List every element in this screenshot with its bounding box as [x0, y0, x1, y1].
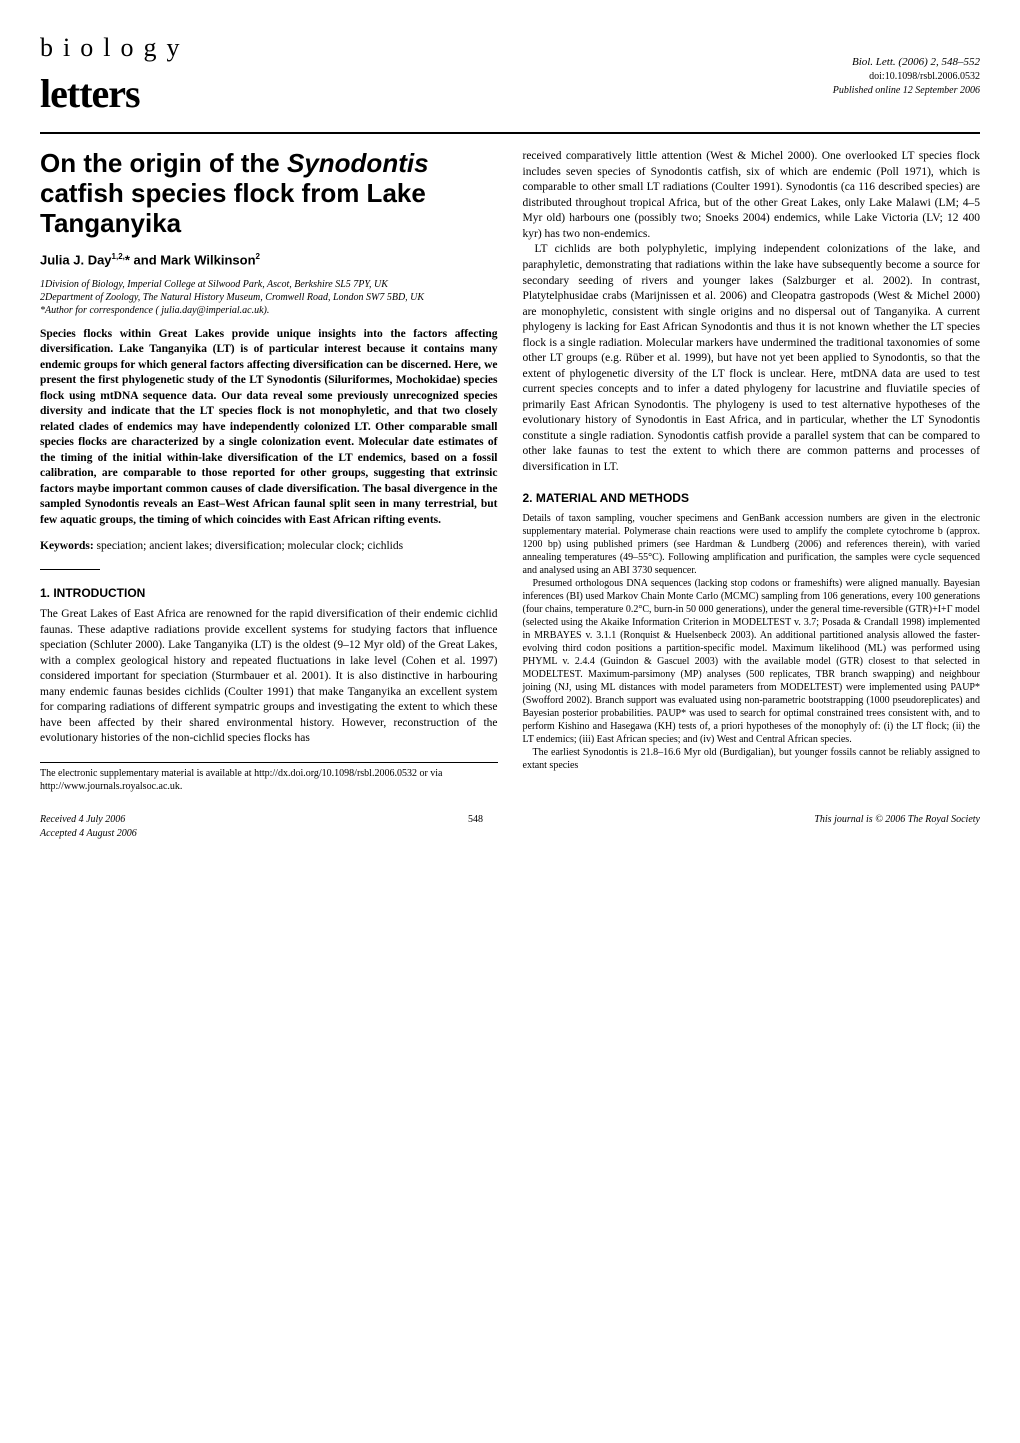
col2-paragraph-2: LT cichlids are both polyphyletic, imply…: [523, 242, 981, 475]
divider: [40, 569, 100, 570]
keywords: Keywords: speciation; ancient lakes; div…: [40, 538, 498, 554]
pub-date: Published online 12 September 2006: [833, 84, 980, 98]
methods-paragraph-3: The earliest Synodontis is 21.8–16.6 Myr…: [523, 746, 981, 772]
article-title: On the origin of the Synodontis catfish …: [40, 149, 498, 239]
keywords-label: Keywords:: [40, 540, 94, 552]
abstract: Species flocks within Great Lakes provid…: [40, 327, 498, 529]
page-header: biology letters Biol. Lett. (2006) 2, 54…: [40, 30, 980, 134]
authors: Julia J. Day1,2,* and Mark Wilkinson2: [40, 251, 498, 270]
journal-name-top: biology: [40, 30, 189, 66]
supplementary-note: The electronic supplementary material is…: [40, 762, 498, 793]
affiliations: 1Division of Biology, Imperial College a…: [40, 278, 498, 317]
accepted-date: Accepted 4 August 2006: [40, 827, 137, 841]
affiliation-1: 1Division of Biology, Imperial College a…: [40, 278, 498, 291]
right-column: received comparatively little attention …: [523, 149, 981, 792]
keywords-text: speciation; ancient lakes; diversificati…: [97, 540, 404, 552]
intro-heading: 1. INTRODUCTION: [40, 585, 498, 602]
left-column: On the origin of the Synodontis catfish …: [40, 149, 498, 792]
received-date: Received 4 July 2006: [40, 813, 137, 827]
journal-name-bottom: letters: [40, 71, 140, 116]
copyright: This journal is © 2006 The Royal Society: [814, 813, 980, 841]
methods-paragraph-1: Details of taxon sampling, voucher speci…: [523, 512, 981, 577]
publication-info: Biol. Lett. (2006) 2, 548–552 doi:10.109…: [833, 55, 980, 98]
intro-paragraph-1: The Great Lakes of East Africa are renow…: [40, 607, 498, 747]
col2-paragraph-1: received comparatively little attention …: [523, 149, 981, 242]
correspondence: *Author for correspondence ( julia.day@i…: [40, 304, 498, 317]
footer-dates: Received 4 July 2006 Accepted 4 August 2…: [40, 813, 137, 841]
doi: doi:10.1098/rsbl.2006.0532: [833, 70, 980, 84]
methods-paragraph-2: Presumed orthologous DNA sequences (lack…: [523, 577, 981, 746]
citation: Biol. Lett. (2006) 2, 548–552: [833, 55, 980, 70]
journal-logo: biology letters: [40, 30, 189, 122]
content-columns: On the origin of the Synodontis catfish …: [40, 149, 980, 792]
page-number: 548: [468, 813, 483, 841]
methods-heading: 2. MATERIAL AND METHODS: [523, 490, 981, 507]
affiliation-2: 2Department of Zoology, The Natural Hist…: [40, 291, 498, 304]
page-footer: Received 4 July 2006 Accepted 4 August 2…: [40, 813, 980, 841]
